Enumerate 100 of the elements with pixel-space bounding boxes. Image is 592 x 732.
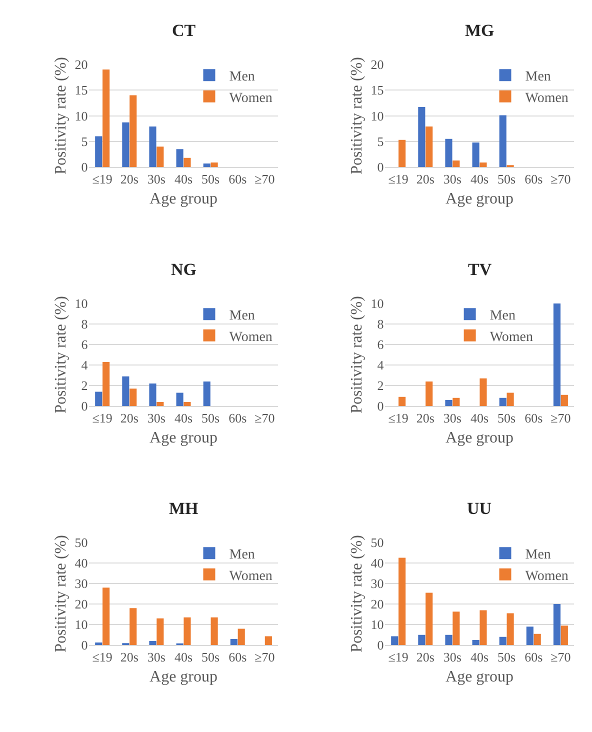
x-tick-label: ≥70	[550, 172, 571, 187]
bar	[102, 70, 110, 168]
bar	[499, 636, 506, 646]
y-axis-title: Positivity rate (%)	[52, 296, 70, 414]
bar	[391, 636, 398, 646]
legend-label: Men	[229, 308, 255, 324]
bar	[230, 638, 238, 646]
y-tick-label: 0	[377, 160, 384, 175]
bar	[506, 392, 514, 406]
x-tick-label: 50s	[498, 650, 516, 665]
bar	[130, 95, 137, 168]
y-tick-label: 10	[370, 108, 384, 124]
y-tick-label: 20	[370, 596, 384, 612]
x-tick-label: ≤19	[388, 650, 408, 665]
y-tick-label: 2	[81, 378, 88, 394]
y-tick-label: 20	[74, 596, 88, 612]
bar	[184, 402, 191, 406]
bar	[203, 164, 210, 168]
bar	[238, 628, 245, 646]
bar	[398, 396, 406, 406]
y-tick-label: 20	[370, 56, 384, 72]
y-tick-label: 15	[370, 82, 384, 98]
bar	[560, 626, 568, 646]
x-axis-title: Age group	[446, 190, 514, 208]
bar	[480, 162, 487, 168]
bar	[156, 402, 164, 406]
bar	[122, 122, 130, 168]
bar	[553, 604, 561, 646]
y-tick-label: 10	[370, 296, 384, 311]
y-tick-label: 40	[74, 555, 88, 570]
x-axis-title: Age group	[446, 668, 514, 686]
y-tick-label: 8	[377, 316, 384, 332]
bar	[95, 392, 102, 406]
x-tick-label: ≥70	[254, 650, 275, 665]
x-tick-label: 30s	[443, 410, 462, 426]
y-tick-label: 0	[81, 160, 88, 175]
bar	[398, 558, 406, 646]
bar	[526, 626, 534, 646]
x-tick-label: 30s	[147, 410, 166, 426]
x-tick-label: ≥70	[254, 172, 275, 187]
x-tick-label: 40s	[470, 410, 489, 426]
x-tick-label: 30s	[443, 650, 462, 665]
bar	[203, 381, 210, 406]
bar	[506, 613, 514, 646]
legend-label: Men	[229, 548, 255, 563]
bar	[426, 381, 433, 406]
bar	[472, 640, 480, 646]
y-tick-label: 50	[74, 534, 88, 550]
x-tick-label: 50s	[202, 650, 220, 665]
bar	[553, 303, 561, 406]
x-tick-label: 40s	[174, 650, 193, 665]
y-tick-label: 2	[377, 378, 384, 394]
x-tick-label: ≤19	[388, 410, 408, 426]
bar	[264, 636, 272, 646]
y-tick-label: 0	[81, 638, 88, 653]
x-tick-label: 50s	[498, 410, 516, 426]
bar	[176, 149, 184, 168]
legend-label: Women	[525, 90, 568, 106]
legend-label: Men	[525, 548, 551, 563]
bar	[102, 588, 110, 646]
x-tick-label: 60s	[524, 172, 543, 187]
bar	[452, 398, 460, 406]
bar	[156, 146, 164, 168]
bar	[560, 394, 568, 406]
y-axis-title: Positivity rate (%)	[348, 57, 366, 174]
bar	[102, 362, 110, 406]
chart-title: NG	[171, 260, 196, 279]
legend-label: Women	[229, 90, 272, 106]
bar	[149, 384, 156, 406]
chart-title: CT	[172, 21, 196, 40]
bar	[149, 641, 156, 646]
y-tick-label: 30	[74, 576, 88, 592]
x-tick-label: ≥70	[254, 410, 275, 426]
bar	[534, 634, 541, 646]
y-axis-title: Positivity rate (%)	[52, 535, 70, 652]
y-tick-label: 8	[81, 316, 88, 332]
x-tick-label: 50s	[498, 172, 516, 187]
bar	[210, 162, 218, 168]
bar	[149, 126, 156, 168]
x-tick-label: 50s	[202, 172, 220, 187]
x-tick-label: 40s	[174, 410, 193, 426]
y-tick-label: 10	[370, 617, 384, 632]
x-tick-label: 20s	[120, 172, 138, 187]
x-tick-label: 40s	[470, 172, 489, 187]
legend-label: Men	[229, 70, 255, 85]
bar	[130, 608, 137, 646]
y-tick-label: 10	[74, 296, 88, 311]
chart-title: MH	[169, 499, 198, 518]
legend-label: Women	[229, 568, 272, 584]
bar	[452, 612, 460, 646]
bar	[398, 140, 406, 168]
x-tick-label: 20s	[120, 410, 138, 426]
legend-label: Women	[490, 330, 534, 345]
x-tick-label: ≤19	[388, 172, 408, 187]
y-tick-label: 40	[370, 555, 384, 570]
x-axis-title: Age group	[150, 668, 218, 686]
y-tick-label: 0	[377, 398, 384, 414]
bar	[184, 158, 191, 168]
bar	[122, 376, 130, 406]
y-tick-label: 50	[370, 534, 384, 550]
